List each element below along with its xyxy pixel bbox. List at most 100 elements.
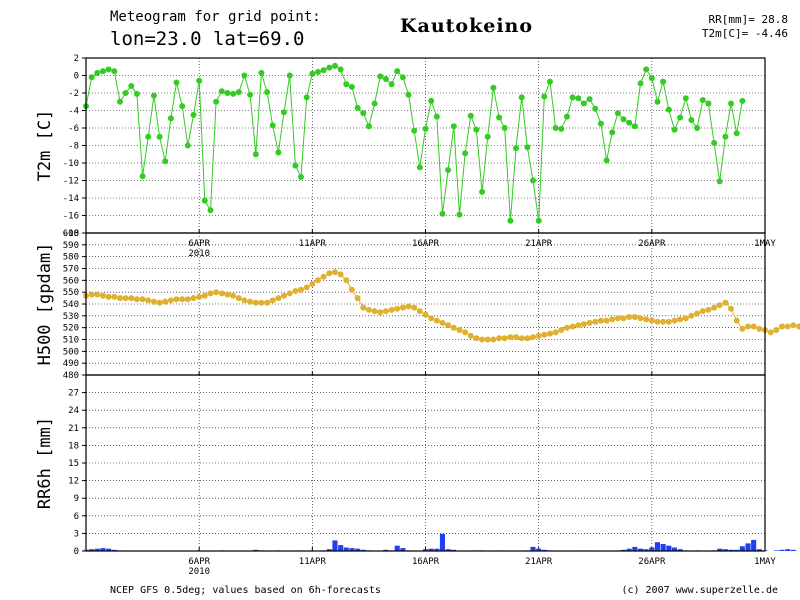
h500-point <box>315 277 321 284</box>
h500-point <box>609 316 616 323</box>
rr-bar <box>439 534 445 551</box>
t2m-point <box>224 90 231 96</box>
y-tick-label: 550 <box>63 288 79 298</box>
y-tick-label: 21 <box>68 424 79 434</box>
rr-bar <box>394 545 400 551</box>
h500-point <box>745 323 751 330</box>
h500-point <box>586 319 593 326</box>
h500-point <box>111 293 118 300</box>
t2m-point <box>337 66 344 73</box>
t2m-point <box>122 90 129 96</box>
h500-point <box>767 329 774 336</box>
rr-bar <box>332 540 338 551</box>
rr-bar <box>654 542 660 551</box>
h500-point <box>416 308 423 315</box>
y-axis-label: T2m [C] <box>35 110 55 182</box>
x-tick-label: 21APR <box>525 557 553 567</box>
t2m-point <box>552 125 559 131</box>
t2m-point <box>309 70 316 77</box>
t2m-point <box>128 83 135 89</box>
h500-point <box>320 273 327 280</box>
y-tick-label: 0 <box>74 72 79 82</box>
t2m-point <box>167 115 174 122</box>
rr-bar <box>632 546 638 551</box>
h500-point <box>94 291 101 298</box>
h500-point <box>326 270 333 277</box>
h500-point <box>575 322 582 329</box>
rr-bar <box>400 548 406 551</box>
t2m-point <box>597 120 604 127</box>
t2m-point <box>445 167 452 173</box>
header-line2: lon=23.0 lat=69.0 <box>110 28 304 50</box>
h500-point <box>779 323 785 330</box>
h500-point <box>247 298 254 305</box>
t2m-point <box>699 97 706 103</box>
rr-bar <box>94 548 100 551</box>
t2m-point <box>275 149 282 156</box>
h500-point <box>303 284 310 291</box>
y-tick-label: 570 <box>63 265 79 275</box>
h500-point <box>371 308 378 315</box>
t2m-point <box>473 126 480 133</box>
rr-bar <box>626 548 632 551</box>
y-tick-label: 2 <box>74 54 79 64</box>
rr-bar <box>779 549 785 551</box>
t2m-point <box>569 94 576 101</box>
y-tick-label: 9 <box>74 494 79 504</box>
h500-point <box>337 271 344 278</box>
h500-point <box>462 329 469 336</box>
t2m-point <box>450 123 457 130</box>
t2m-point <box>258 69 265 76</box>
t2m-point <box>354 104 361 111</box>
t2m-point <box>671 126 678 133</box>
h500-point <box>173 296 180 303</box>
h500-point <box>535 332 542 339</box>
h500-point <box>660 318 667 325</box>
footer-source: NCEP GFS 0.5deg; values based on 6h-fore… <box>110 585 381 596</box>
h500-point <box>518 335 525 342</box>
h500-point <box>716 302 723 309</box>
h500-point <box>648 317 655 324</box>
t2m-point <box>179 103 186 110</box>
t2m-point <box>490 84 497 91</box>
h500-point <box>671 317 678 324</box>
rr-bar <box>773 550 779 551</box>
rr-bar <box>349 548 355 551</box>
t2m-point <box>462 150 469 157</box>
t2m-point <box>94 69 101 76</box>
y-axis-label: H500 [gpdam] <box>35 243 55 366</box>
t2m-point <box>150 92 157 99</box>
h500-point <box>388 306 395 313</box>
x-tick-label: 6APR <box>188 239 210 249</box>
h500-point <box>790 322 797 329</box>
h500-point <box>405 303 412 310</box>
rr-bar <box>717 548 723 551</box>
footer-copyright: (c) 2007 www.superzelle.de <box>621 585 778 596</box>
t2m-point <box>394 68 401 75</box>
t2m-point <box>145 133 152 140</box>
h500-point <box>614 315 621 322</box>
h500-point <box>643 316 650 323</box>
h500-point <box>513 334 519 341</box>
t2m-point <box>235 89 242 96</box>
t2m-point <box>411 127 418 134</box>
t2m-current-label: T2m[C]= -4.46 <box>702 27 788 40</box>
t2m-point <box>716 178 723 185</box>
rr-bar <box>671 547 677 551</box>
t2m-point <box>315 69 321 75</box>
header-line1: Meteogram for grid point: <box>110 9 321 25</box>
x-tick-label: 11APR <box>299 239 327 249</box>
h500-point <box>122 295 129 302</box>
h500-point <box>484 336 491 343</box>
t2m-point <box>298 174 304 180</box>
rr-bar <box>790 549 796 551</box>
y-tick-label: 590 <box>63 241 79 251</box>
t2m-point <box>139 173 146 180</box>
x-tick-sublabel: 2010 <box>188 567 210 577</box>
x-tick-label: 1MAY <box>754 557 776 567</box>
h500-point <box>309 280 316 287</box>
t2m-point <box>388 81 395 88</box>
rr-bar <box>756 549 762 551</box>
h500-point <box>275 295 282 302</box>
h500-point <box>281 292 287 299</box>
